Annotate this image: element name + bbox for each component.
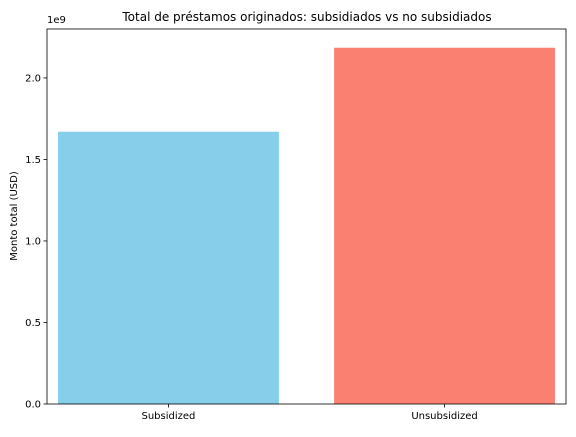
bar-subsidized [58,131,279,404]
y-tick-label: 2.0 [25,73,41,84]
plot-frame [46,28,567,405]
x-ticks-group: Subsidized Unsubsidized [142,404,478,422]
bars-group [58,47,555,404]
bar-unsubsidized [334,47,555,404]
x-tick-label: Subsidized [142,411,196,422]
y-tick-label: 1.0 [25,236,41,247]
x-tick-label: Unsubsidized [411,411,477,422]
y-ticks-group: 0.0 0.5 1.0 1.5 2.0 [25,73,47,411]
y-axis-label: Monto total (USD) [9,171,20,261]
y-tick-label: 1.5 [25,155,41,166]
y-tick-label: 0.5 [25,318,41,329]
y-axis-offset-label: 1e9 [47,15,66,26]
y-tick-label: 0.0 [25,400,41,411]
chart-title: Total de préstamos originados: subsidiad… [121,10,491,24]
